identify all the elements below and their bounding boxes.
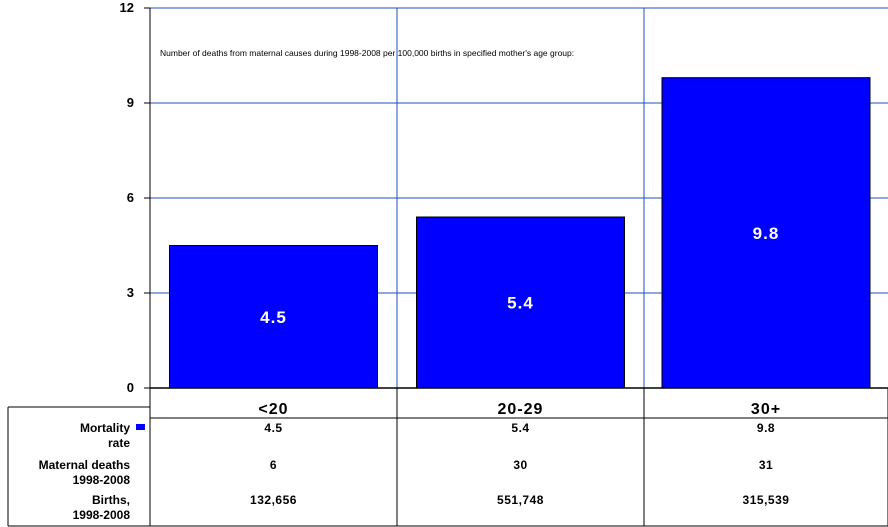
y-tick-label: 6 [127, 190, 134, 205]
table-cell: 31 [759, 458, 773, 472]
table-row-label: Births, [92, 493, 130, 507]
bar-data-label: 4.5 [260, 308, 287, 327]
x-category-label: 20-29 [498, 401, 544, 418]
bar [661, 77, 871, 389]
table-cell: 6 [270, 458, 277, 472]
table-cell: 5.4 [511, 421, 529, 435]
y-tick-label: 0 [127, 380, 134, 395]
y-tick-label: 12 [120, 0, 134, 15]
bar [416, 216, 625, 389]
table-cell: 551,748 [497, 493, 544, 507]
table-row-label-line2: 1998-2008 [73, 473, 131, 487]
y-tick-label: 9 [127, 95, 134, 110]
table-cell: 4.5 [264, 421, 282, 435]
table-cell: 9.8 [757, 421, 775, 435]
bar-data-label: 9.8 [753, 224, 780, 243]
table-cell: 30 [513, 458, 527, 472]
bars-layer: 4.5 5.4 9.8 [169, 77, 871, 389]
axis-layer: 0 3 6 9 12 [120, 0, 888, 395]
x-category-label: 30+ [751, 401, 781, 418]
chart-annotation: Number of deaths from maternal causes du… [160, 48, 574, 58]
table-row-label: Mortality [80, 421, 130, 435]
table-row-label: Maternal deaths [39, 458, 131, 472]
legend-key [136, 424, 145, 430]
x-category-label: <20 [258, 401, 288, 418]
y-tick-label: 3 [127, 285, 134, 300]
table-row-label-line2: rate [108, 436, 130, 450]
table-row-label-line2: 1998-2008 [73, 508, 131, 522]
table-cell: 315,539 [743, 493, 790, 507]
table-cell: 132,656 [250, 493, 297, 507]
bar [169, 245, 378, 389]
bar-data-label: 5.4 [507, 294, 534, 313]
